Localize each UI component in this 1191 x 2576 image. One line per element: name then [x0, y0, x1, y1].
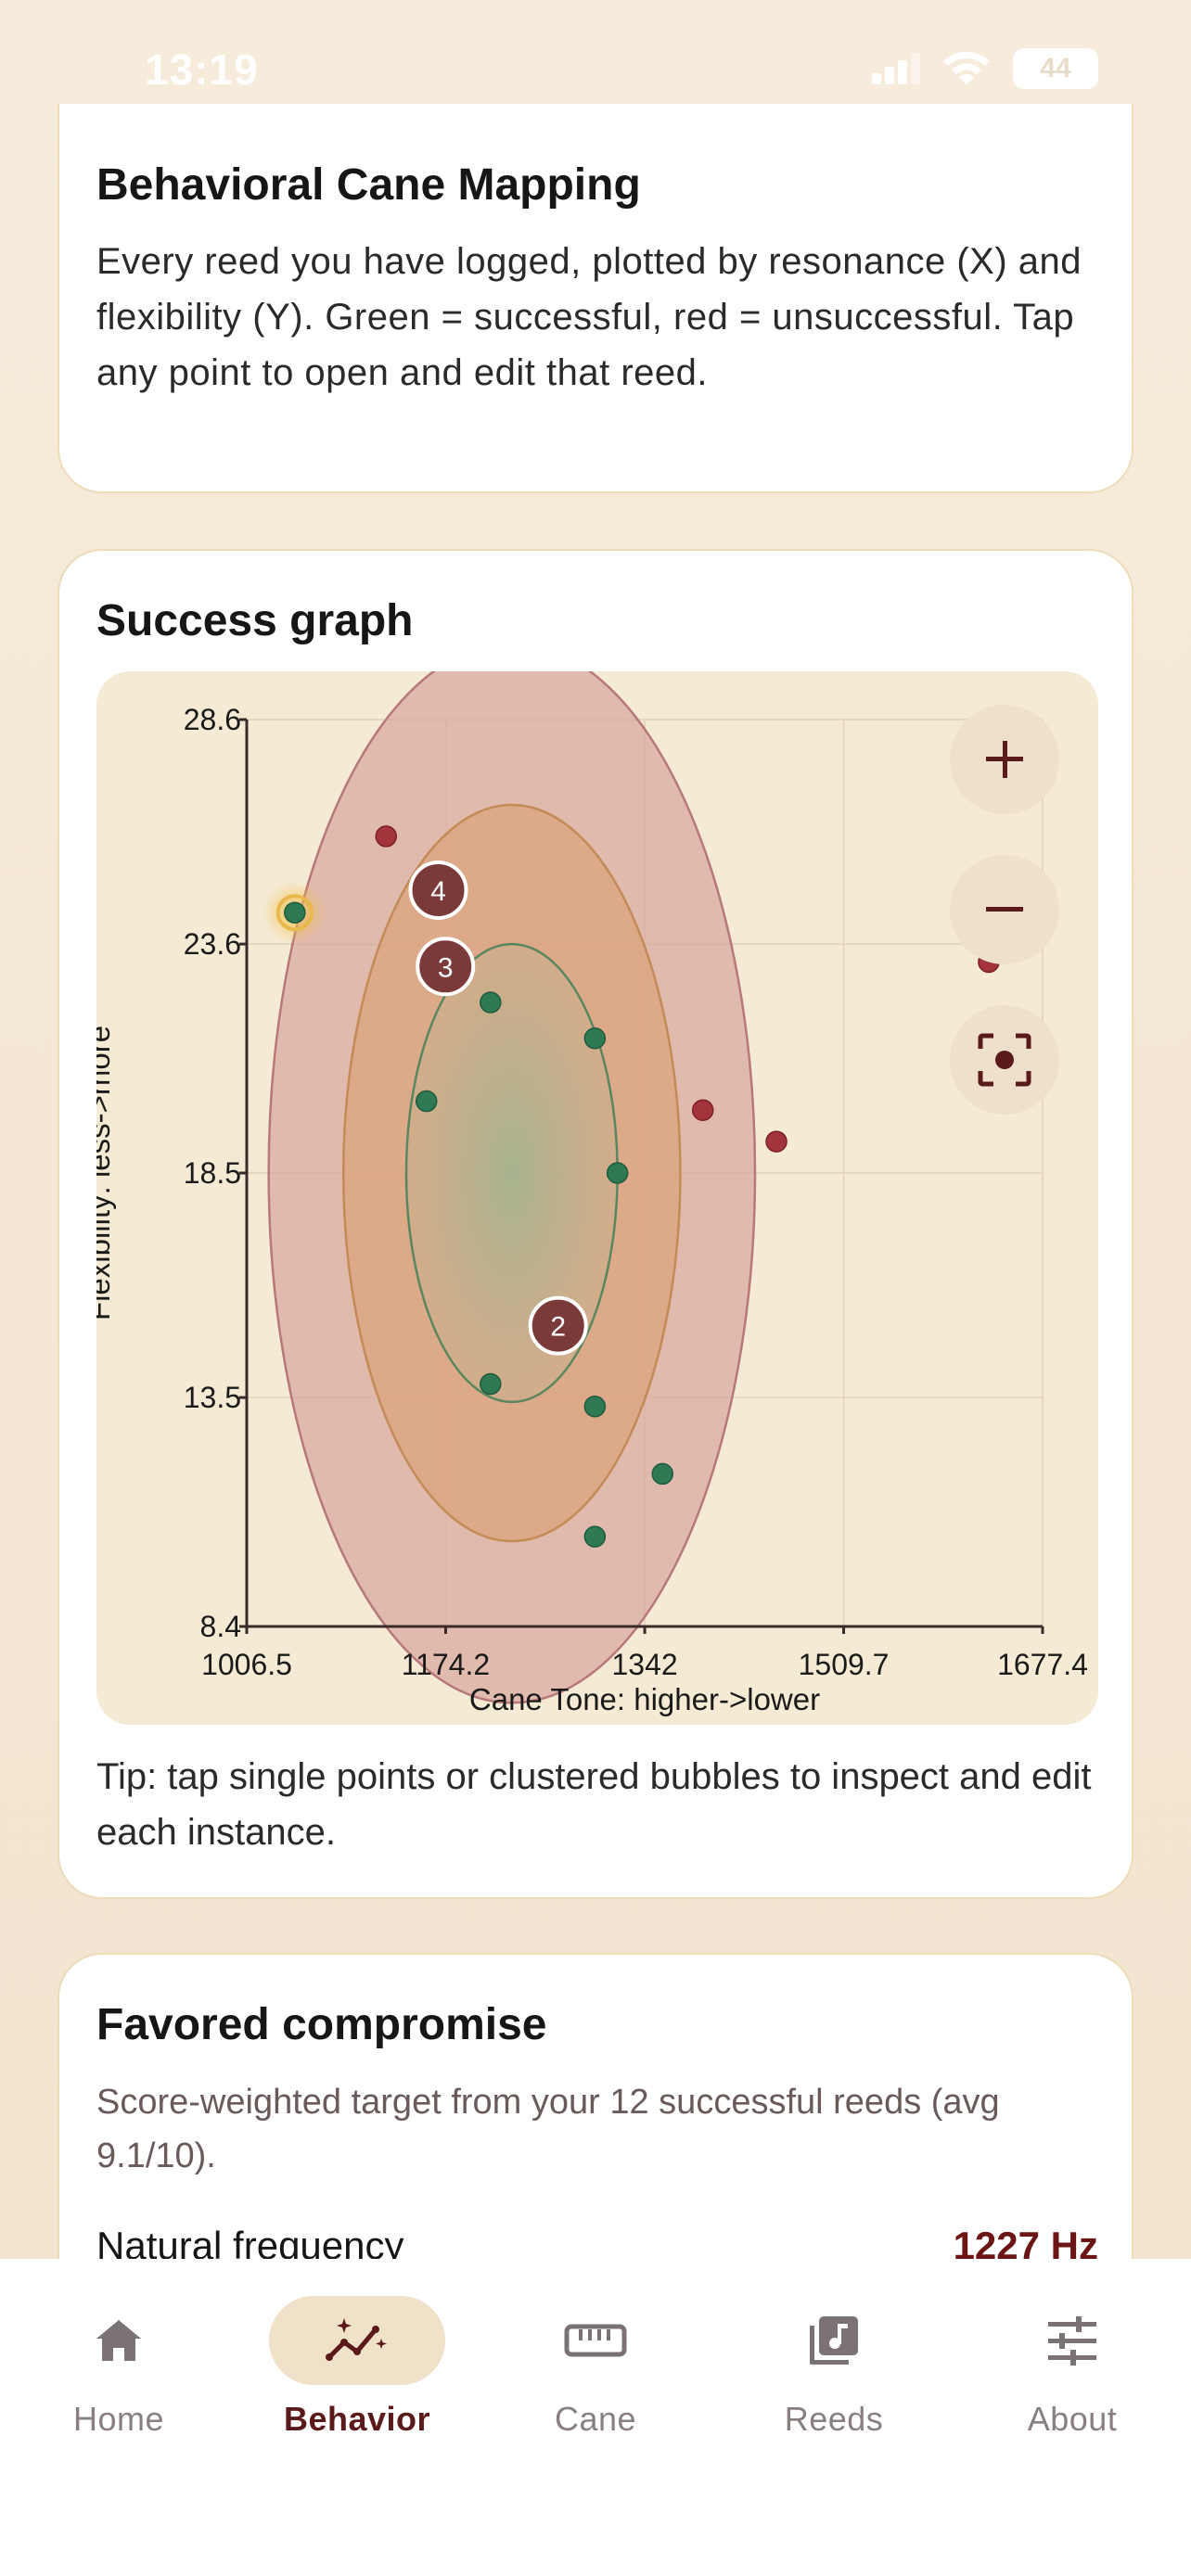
nav-item-about[interactable]: About — [980, 2296, 1165, 2439]
status-bar: 13:19 44 — [0, 0, 1191, 130]
x-tick-label: 1342 — [611, 1648, 677, 1681]
success-graph-title: Success graph — [96, 596, 414, 645]
y-tick-label: 13.5 — [184, 1381, 241, 1414]
y-tick-label: 28.6 — [184, 703, 241, 736]
recenter-icon — [978, 1033, 1031, 1087]
unsuccessful-reed-point[interactable] — [691, 1099, 714, 1121]
status-time: 13:19 — [145, 45, 259, 94]
cluster-bubble[interactable]: 2 — [528, 1295, 588, 1356]
sliders-icon — [1048, 2316, 1096, 2366]
successful-reed-point[interactable] — [583, 1525, 607, 1548]
status-icons: 44 — [872, 48, 1098, 89]
successful-reed-point[interactable] — [416, 1090, 438, 1113]
cluster-count-label: 3 — [438, 952, 454, 983]
unsuccessful-reed-point[interactable] — [375, 825, 398, 848]
mapping-card-title: Behavioral Cane Mapping — [96, 160, 641, 210]
nav-item-reeds[interactable]: Reeds — [741, 2296, 927, 2439]
x-tick-label: 1174.2 — [402, 1648, 491, 1681]
x-tick-label: 1677.4 — [997, 1648, 1088, 1681]
y-tick-label: 18.5 — [184, 1156, 241, 1190]
successful-reed-point[interactable] — [583, 1396, 607, 1418]
home-icon — [96, 2320, 141, 2361]
nav-pill-reeds — [746, 2296, 922, 2385]
mapping-info-card: Behavioral Cane Mapping Every reed you h… — [58, 104, 1133, 493]
y-tick-label: 8.4 — [200, 1610, 241, 1643]
compromise-title: Favored compromise — [96, 2000, 547, 2049]
nav-pill-cane — [507, 2296, 684, 2385]
behavior-icon — [326, 2318, 387, 2361]
cluster-bubble-circle — [408, 860, 468, 920]
nav-label-about: About — [1027, 2400, 1118, 2438]
wifi-icon — [943, 51, 990, 85]
x-axis-label: Cane Tone: higher->lower — [469, 1682, 820, 1716]
cluster-bubble-circle — [416, 937, 476, 997]
chart-svg[interactable]: 1006.5 1174.2 1342 1509.7 1677.4 28.6 23.6 18.5… — [96, 671, 1098, 1725]
nav-label-reeds: Reeds — [784, 2400, 884, 2438]
minus-icon — [986, 907, 1023, 912]
successful-reed-point[interactable] — [480, 1372, 502, 1396]
music-library-icon — [810, 2316, 858, 2365]
cluster-count-label: 2 — [550, 1312, 566, 1343]
signal-icon — [872, 53, 920, 84]
nav-item-behavior[interactable]: Behavior — [264, 2296, 450, 2439]
selected-point-ring — [275, 894, 314, 932]
nav-label-behavior: Behavior — [283, 2400, 431, 2438]
cluster-bubble-circle — [528, 1295, 588, 1356]
mapping-card-description: Every reed you have logged, plotted by r… — [96, 241, 1082, 393]
successful-reed-point[interactable] — [606, 1162, 629, 1184]
successful-reed-point[interactable] — [284, 901, 306, 924]
plus-icon — [986, 741, 1023, 778]
y-axis-label: Flexibility: less->more — [96, 1026, 116, 1320]
nav-pill-behavior — [269, 2296, 445, 2385]
nav-label-home: Home — [72, 2400, 165, 2438]
nav-item-cane[interactable]: Cane — [503, 2296, 688, 2439]
cane-ruler-icon — [564, 2324, 627, 2357]
y-tick-label: 23.6 — [184, 927, 241, 961]
nav-pill-about — [984, 2296, 1160, 2385]
bottom-navigation: Home Behavior Cane — [0, 2259, 1191, 2576]
cluster-count-label: 4 — [430, 876, 446, 907]
unsuccessful-reed-point[interactable] — [765, 1130, 788, 1153]
recenter-button[interactable] — [950, 1005, 1059, 1115]
success-graph-card: Success graph 1006.5 1174.2 1342 1509.7 1677… — [58, 549, 1133, 1899]
compromise-subtitle: Score-weighted target from your 12 succe… — [96, 2083, 1000, 2175]
successful-reed-point[interactable] — [480, 991, 502, 1014]
battery-indicator: 44 — [1013, 48, 1098, 89]
cluster-bubble[interactable]: 4 — [408, 860, 468, 920]
x-tick-label: 1509.7 — [799, 1648, 890, 1681]
nav-label-cane: Cane — [554, 2400, 637, 2438]
successful-reed-point[interactable] — [651, 1462, 673, 1486]
nav-pill-home — [31, 2296, 207, 2385]
zoom-out-button[interactable] — [950, 855, 1059, 964]
nav-item-home[interactable]: Home — [26, 2296, 211, 2439]
x-tick-label: 1006.5 — [201, 1648, 292, 1681]
scatter-plot[interactable]: 1006.5 1174.2 1342 1509.7 1677.4 28.6 23.6 18.5… — [96, 671, 1098, 1725]
graph-tip-text: Tip: tap single points or clustered bubb… — [96, 1756, 1092, 1853]
cluster-bubble[interactable]: 3 — [416, 937, 476, 997]
zoom-in-button[interactable] — [950, 705, 1059, 814]
successful-reed-point[interactable] — [583, 1027, 607, 1050]
